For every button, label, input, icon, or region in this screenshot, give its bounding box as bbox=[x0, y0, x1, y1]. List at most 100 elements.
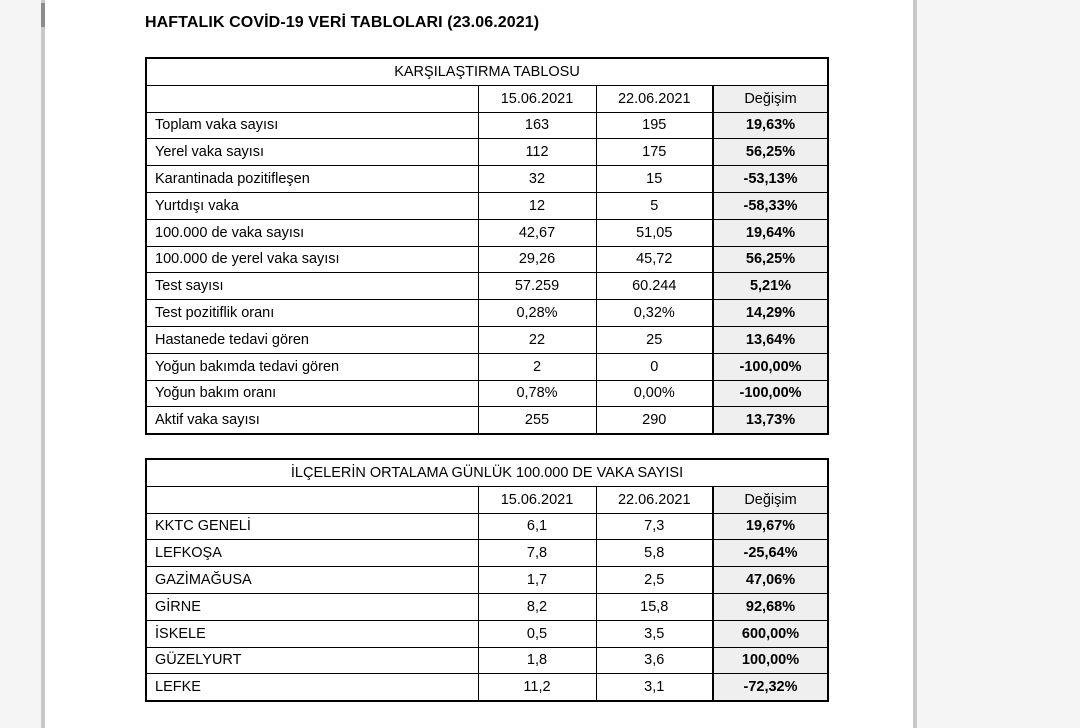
row-label: GÜZELYURT bbox=[145, 646, 479, 675]
row-label: Test pozitiflik oranı bbox=[145, 299, 479, 327]
comparison-table-body: KARŞILAŞTIRMA TABLOSU 15.06.2021 22.06.202… bbox=[145, 57, 829, 435]
district-table-body: İLÇELERİN ORTALAMA GÜNLÜK 100.000 DE VAK… bbox=[145, 458, 829, 702]
value-change: -100,00% bbox=[711, 352, 829, 381]
row-label: Toplam vaka sayısı bbox=[145, 111, 479, 140]
value-week2: 51,05 bbox=[595, 218, 714, 247]
corner-cell bbox=[145, 84, 479, 113]
value-change: -72,32% bbox=[711, 673, 829, 702]
value-week1: 7,8 bbox=[477, 539, 597, 568]
row-label: Yerel vaka sayısı bbox=[145, 138, 479, 167]
page-title: HAFTALIK COVİD-19 VERİ TABLOLARI (23.06.… bbox=[145, 14, 540, 31]
value-week1: 32 bbox=[477, 165, 597, 193]
table-row: İSKELE 0,5 3,5 600,00% bbox=[145, 619, 829, 648]
value-week2: 60.244 bbox=[595, 272, 714, 301]
table-title-row: KARŞILAŞTIRMA TABLOSU bbox=[145, 57, 829, 86]
value-week2: 195 bbox=[595, 111, 714, 140]
value-change: 92,68% bbox=[711, 592, 829, 621]
value-change: -25,64% bbox=[711, 539, 829, 568]
table-row: Yoğun bakım oranı 0,78% 0,00% -100,00% bbox=[145, 379, 829, 408]
value-week2: 25 bbox=[595, 325, 714, 354]
value-change: -100,00% bbox=[711, 379, 829, 408]
value-week2: 0,00% bbox=[595, 379, 714, 408]
value-change: 14,29% bbox=[711, 299, 829, 327]
value-change: 47,06% bbox=[711, 566, 829, 594]
left-gutter bbox=[0, 0, 41, 728]
value-change: 19,64% bbox=[711, 218, 829, 247]
table-row: Yoğun bakımda tedavi gören 2 0 -100,00% bbox=[145, 352, 829, 381]
value-week1: 1,7 bbox=[477, 566, 597, 594]
left-scrollbar-thumb[interactable] bbox=[41, 3, 45, 27]
table-row: GÜZELYURT 1,8 3,6 100,00% bbox=[145, 646, 829, 675]
value-week1: 12 bbox=[477, 191, 597, 220]
row-label: Karantinada pozitifleşen bbox=[145, 165, 479, 193]
value-change: 56,25% bbox=[711, 245, 829, 274]
column-header: Değişim bbox=[711, 84, 829, 113]
table-title-row: İLÇELERİN ORTALAMA GÜNLÜK 100.000 DE VAK… bbox=[145, 458, 829, 487]
table-row: Aktif vaka sayısı 255 290 13,73% bbox=[145, 406, 829, 435]
value-week2: 5,8 bbox=[595, 539, 714, 568]
table-row: KKTC GENELİ 6,1 7,3 19,67% bbox=[145, 512, 829, 541]
value-week1: 0,28% bbox=[477, 299, 597, 327]
value-week1: 8,2 bbox=[477, 592, 597, 621]
table-row: Yerel vaka sayısı 112 175 56,25% bbox=[145, 138, 829, 167]
table-row: Test sayısı 57.259 60.244 5,21% bbox=[145, 272, 829, 301]
value-week1: 29,26 bbox=[477, 245, 597, 274]
row-label: Yoğun bakımda tedavi gören bbox=[145, 352, 479, 381]
value-week2: 175 bbox=[595, 138, 714, 167]
row-label: Aktif vaka sayısı bbox=[145, 406, 479, 435]
row-label: Yurtdışı vaka bbox=[145, 191, 479, 220]
value-change: 19,63% bbox=[711, 111, 829, 140]
value-week2: 290 bbox=[595, 406, 714, 435]
value-week2: 45,72 bbox=[595, 245, 714, 274]
column-header: 15.06.2021 bbox=[477, 485, 597, 514]
value-week1: 255 bbox=[477, 406, 597, 435]
district-table: İLÇELERİN ORTALAMA GÜNLÜK 100.000 DE VAK… bbox=[145, 458, 830, 703]
value-change: -53,13% bbox=[711, 165, 829, 193]
comparison-table: KARŞILAŞTIRMA TABLOSU 15.06.2021 22.06.202… bbox=[145, 57, 830, 436]
value-week1: 57.259 bbox=[477, 272, 597, 301]
value-week2: 3,6 bbox=[595, 646, 714, 675]
row-label: KKTC GENELİ bbox=[145, 512, 479, 541]
right-page-divider bbox=[913, 0, 917, 728]
value-week1: 1,8 bbox=[477, 646, 597, 675]
value-change: 100,00% bbox=[711, 646, 829, 675]
value-week1: 0,78% bbox=[477, 379, 597, 408]
value-week2: 5 bbox=[595, 191, 714, 220]
row-label: İSKELE bbox=[145, 619, 479, 648]
column-header: 22.06.2021 bbox=[595, 485, 714, 514]
corner-cell bbox=[145, 485, 479, 514]
column-header: 15.06.2021 bbox=[477, 84, 597, 113]
table-row: LEFKOŞA 7,8 5,8 -25,64% bbox=[145, 539, 829, 568]
table-row: GİRNE 8,2 15,8 92,68% bbox=[145, 592, 829, 621]
value-week2: 15 bbox=[595, 165, 714, 193]
table-header-row: 15.06.2021 22.06.2021 Değişim bbox=[145, 84, 829, 113]
value-week2: 3,5 bbox=[595, 619, 714, 648]
value-week2: 7,3 bbox=[595, 512, 714, 541]
table-header-row: 15.06.2021 22.06.2021 Değişim bbox=[145, 485, 829, 514]
left-scrollbar-track[interactable] bbox=[41, 0, 45, 728]
table-row: LEFKE 11,2 3,1 -72,32% bbox=[145, 673, 829, 702]
value-change: 13,73% bbox=[711, 406, 829, 435]
row-label: 100.000 de yerel vaka sayısı bbox=[145, 245, 479, 274]
value-week1: 42,67 bbox=[477, 218, 597, 247]
value-week2: 15,8 bbox=[595, 592, 714, 621]
row-label: Hastanede tedavi gören bbox=[145, 325, 479, 354]
table-row: 100.000 de vaka sayısı 42,67 51,05 19,64% bbox=[145, 218, 829, 247]
value-change: 56,25% bbox=[711, 138, 829, 167]
document-page: HAFTALIK COVİD-19 VERİ TABLOLARI (23.06.… bbox=[45, 0, 913, 728]
table-row: Test pozitiflik oranı 0,28% 0,32% 14,29% bbox=[145, 299, 829, 327]
table-row: Toplam vaka sayısı 163 195 19,63% bbox=[145, 111, 829, 140]
right-gutter bbox=[917, 0, 1080, 728]
row-label: 100.000 de vaka sayısı bbox=[145, 218, 479, 247]
table-row: 100.000 de yerel vaka sayısı 29,26 45,72 56… bbox=[145, 245, 829, 274]
table-row: GAZİMAĞUSA 1,7 2,5 47,06% bbox=[145, 566, 829, 594]
value-week1: 11,2 bbox=[477, 673, 597, 702]
row-label: LEFKE bbox=[145, 673, 479, 702]
value-change: -58,33% bbox=[711, 191, 829, 220]
row-label: GİRNE bbox=[145, 592, 479, 621]
value-change: 19,67% bbox=[711, 512, 829, 541]
table-row: Karantinada pozitifleşen 32 15 -53,13% bbox=[145, 165, 829, 193]
column-header: 22.06.2021 bbox=[595, 84, 714, 113]
value-week2: 0,32% bbox=[595, 299, 714, 327]
value-week1: 22 bbox=[477, 325, 597, 354]
